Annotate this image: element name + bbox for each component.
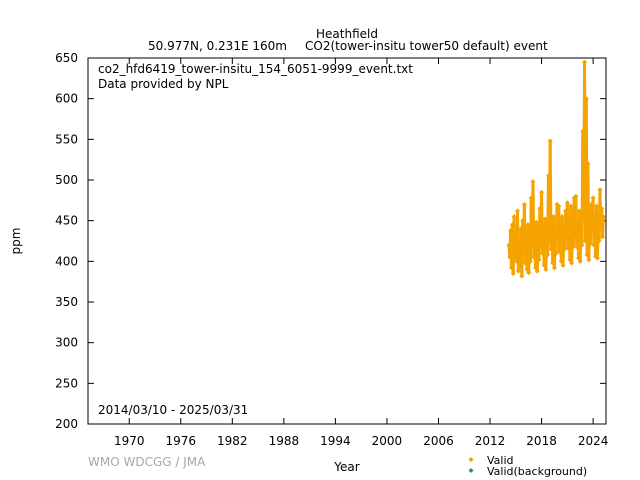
x-tick-label: 1976 [166,434,197,448]
legend-label-background: Valid(background) [487,465,587,478]
y-tick-label: 550 [55,132,78,146]
y-tick-label: 300 [55,336,78,350]
legend-label-valid: Valid [487,454,514,467]
description-text: CO2(tower-insitu tower50 default) event [305,39,548,53]
y-axis-label: ppm [9,228,23,255]
filename-annotation: co2_hfd6419_tower-insitu_154_6051-9999_e… [98,62,413,76]
period-annotation: 2014/03/10 - 2025/03/31 [98,403,248,417]
y-tick-label: 250 [55,376,78,390]
data-trace [601,216,605,237]
location-text: 50.977N, 0.231E 160m [148,39,287,53]
plot-frame [87,57,607,425]
provider-annotation: Data provided by NPL [98,77,229,91]
legend-marker-valid [468,457,474,462]
credit-text: WMO WDCGG / JMA [88,455,206,469]
station-title: Heathfield [316,27,378,41]
legend-marker-background [468,468,474,473]
x-tick-label: 2006 [423,434,454,448]
x-tick-label: 1982 [217,434,248,448]
x-tick-label: 2012 [475,434,506,448]
x-tick-label: 2000 [372,434,403,448]
y-tick-label: 450 [55,214,78,228]
x-tick-label: 1970 [114,434,145,448]
y-tick-label: 500 [55,173,78,187]
y-tick-label: 600 [55,92,78,106]
x-tick-label: 1988 [269,434,300,448]
x-axis-label: Year [333,460,359,474]
y-tick-label: 650 [55,51,78,65]
data-point [600,214,606,220]
x-tick-label: 2024 [578,434,609,448]
data-points [506,59,606,279]
legend: Valid Valid(background) [468,454,587,478]
y-tick-label: 400 [55,254,78,268]
y-tick-label: 200 [55,417,78,431]
x-axis: 1970 1976 1982 1988 1994 2000 2006 2012 2018 2024 [114,58,608,448]
x-tick-label: 1994 [320,434,351,448]
y-tick-label: 350 [55,295,78,309]
x-tick-label: 2018 [526,434,557,448]
